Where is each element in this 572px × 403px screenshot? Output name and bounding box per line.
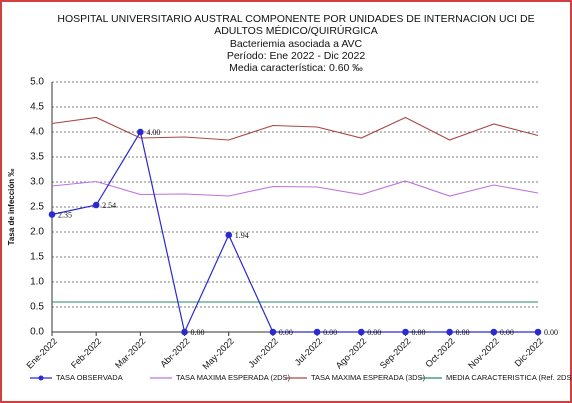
y-tick-label: 0.5 [30, 302, 44, 313]
data-label: 4.00 [146, 128, 160, 137]
y-tick-label: 4.5 [30, 102, 44, 113]
data-point [92, 201, 100, 209]
data-label: 0.00 [500, 328, 514, 337]
data-label: 0.00 [323, 328, 337, 337]
y-tick-label: 4.0 [30, 127, 44, 138]
chart-subtitle: Bacteriemia asociada a AVC [230, 38, 363, 50]
legend-label: MEDIA CARACTERISTICA (Ref. 2DS) [446, 373, 572, 382]
data-point [357, 328, 365, 336]
chart-title: ADULTOS MÉDICO/QUIRÚRGICA [214, 24, 378, 37]
legend-label: TASA MAXIMA ESPERADA (3DS) [311, 373, 426, 382]
y-tick-label: 2.0 [30, 227, 44, 238]
data-label: 1.94 [235, 231, 249, 240]
data-label: 0.00 [367, 328, 381, 337]
data-label: 0.00 [456, 328, 470, 337]
data-point [269, 328, 277, 336]
chart-title: HOSPITAL UNIVERSITARIO AUSTRAL COMPONENT… [57, 13, 534, 25]
legend-marker [38, 375, 44, 381]
data-label: 0.00 [411, 328, 425, 337]
data-point [225, 231, 233, 239]
y-tick-label: 1.0 [30, 277, 44, 288]
series-line [51, 116, 539, 141]
data-label: 2.54 [102, 201, 116, 210]
y-axis-label: Tasa de infección ‰ [7, 169, 16, 246]
y-tick-label: 2.5 [30, 202, 44, 213]
data-label: 0.00 [279, 328, 293, 337]
series-line [51, 180, 539, 197]
data-point [402, 328, 409, 336]
y-tick-label: 0.0 [30, 327, 44, 338]
legend-label: TASA MAXIMA ESPERADA (2DS) [176, 373, 291, 382]
data-point [446, 328, 453, 336]
data-point [181, 328, 188, 336]
data-label: 0.00 [544, 328, 558, 337]
data-point [137, 128, 144, 136]
data-point [313, 328, 321, 336]
legend-label: TASA OBSERVADA [56, 373, 123, 382]
data-label: 2.35 [58, 210, 72, 219]
y-tick-label: 5.0 [30, 77, 44, 88]
data-point [48, 211, 56, 218]
data-point [534, 328, 542, 336]
chart-subtitle: Media característica: 0.60 ‰ [229, 62, 363, 74]
data-label: 0.00 [191, 328, 205, 337]
series-line [51, 130, 538, 334]
chart-subtitle: Período: Ene 2022 - Dic 2022 [227, 50, 366, 62]
y-tick-label: 3.5 [30, 152, 44, 163]
y-tick-label: 1.5 [30, 252, 44, 263]
data-point [490, 328, 498, 336]
y-tick-label: 3.0 [30, 177, 44, 188]
